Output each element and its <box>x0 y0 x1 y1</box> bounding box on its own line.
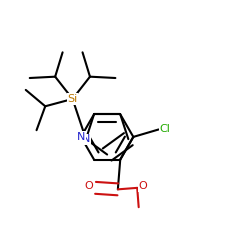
Text: Cl: Cl <box>160 124 170 134</box>
Text: N: N <box>77 132 85 142</box>
Text: O: O <box>84 181 93 191</box>
Text: N: N <box>82 134 90 144</box>
Text: Si: Si <box>68 94 78 104</box>
Text: O: O <box>139 181 147 191</box>
